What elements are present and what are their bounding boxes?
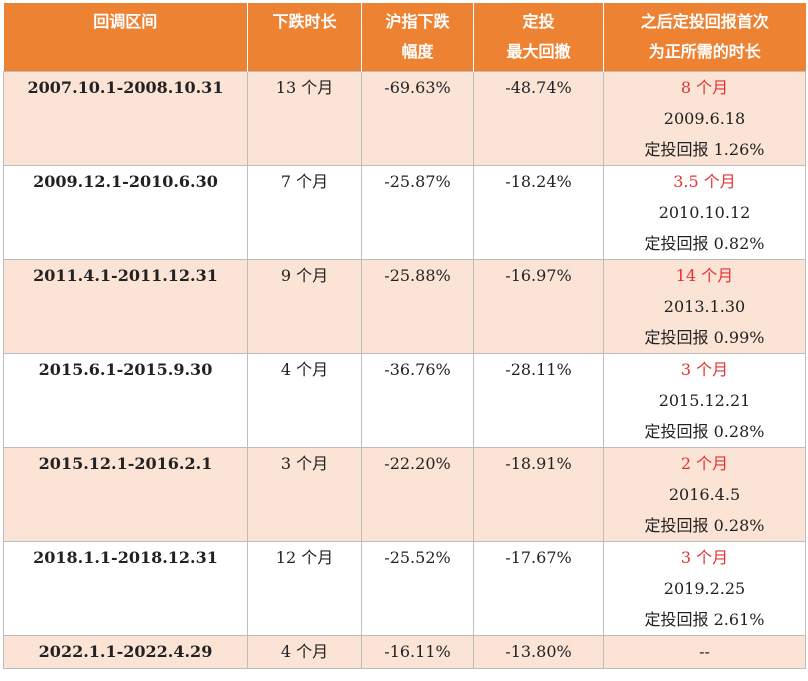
header-max-drawdown-line2: 最大回撤 bbox=[506, 42, 571, 61]
header-max-drawdown-line1: 定投 bbox=[522, 12, 555, 31]
cell-index-drop: -69.63% bbox=[361, 71, 474, 166]
header-row: 回调区间 下跌时长 沪指下跌 幅度 定投 最大回撤 之后定投回报首次 为正所需的… bbox=[3, 3, 806, 72]
cell-index-drop: -36.76% bbox=[361, 353, 474, 448]
cell-recovery: 14 个月 2013.1.30 定投回报 0.99% bbox=[603, 259, 806, 354]
cell-duration: 4 个月 bbox=[247, 353, 362, 448]
header-max-drawdown: 定投 最大回撤 bbox=[473, 3, 604, 72]
table-row: 2011.4.1-2011.12.31 9 个月 -25.88% -16.97%… bbox=[3, 259, 806, 354]
cell-range: 2009.12.1-2010.6.30 bbox=[3, 165, 248, 260]
recovery-time: 3.5 个月 bbox=[673, 172, 736, 191]
recovery-time: 14 个月 bbox=[675, 266, 734, 285]
cell-index-drop: -22.20% bbox=[361, 447, 474, 542]
recovery-return: 定投回报 1.26% bbox=[644, 140, 765, 159]
cell-recovery: 3 个月 2015.12.21 定投回报 0.28% bbox=[603, 353, 806, 448]
table-row: 2015.6.1-2015.9.30 4 个月 -36.76% -28.11% … bbox=[3, 353, 806, 448]
cell-index-drop: -25.88% bbox=[361, 259, 474, 354]
header-index-drop: 沪指下跌 幅度 bbox=[361, 3, 474, 72]
cell-range: 2015.6.1-2015.9.30 bbox=[3, 353, 248, 448]
table-row: 2018.1.1-2018.12.31 12 个月 -25.52% -17.67… bbox=[3, 541, 806, 636]
recovery-return: 定投回报 0.82% bbox=[644, 234, 765, 253]
table-header: 回调区间 下跌时长 沪指下跌 幅度 定投 最大回撤 之后定投回报首次 为正所需的… bbox=[3, 3, 806, 72]
header-recovery: 之后定投回报首次 为正所需的时长 bbox=[603, 3, 806, 72]
cell-index-drop: -25.52% bbox=[361, 541, 474, 636]
recovery-date: 2010.10.12 bbox=[658, 203, 751, 222]
recovery-date: 2015.12.21 bbox=[658, 391, 751, 410]
recovery-time: 3 个月 bbox=[680, 360, 729, 379]
table-body: 2007.10.1-2008.10.31 13 个月 -69.63% -48.7… bbox=[3, 71, 806, 669]
correction-table: 回调区间 下跌时长 沪指下跌 幅度 定投 最大回撤 之后定投回报首次 为正所需的… bbox=[3, 3, 806, 669]
cell-duration: 4 个月 bbox=[247, 635, 362, 669]
header-recovery-line1: 之后定投回报首次 bbox=[640, 12, 769, 31]
cell-recovery: -- bbox=[603, 635, 806, 669]
cell-max-drawdown: -13.80% bbox=[473, 635, 604, 669]
cell-max-drawdown: -18.24% bbox=[473, 165, 604, 260]
cell-index-drop: -16.11% bbox=[361, 635, 474, 669]
cell-duration: 9 个月 bbox=[247, 259, 362, 354]
recovery-time: 2 个月 bbox=[680, 454, 729, 473]
cell-range: 2018.1.1-2018.12.31 bbox=[3, 541, 248, 636]
cell-range: 2007.10.1-2008.10.31 bbox=[3, 71, 248, 166]
header-range: 回调区间 bbox=[3, 3, 248, 72]
cell-range: 2022.1.1-2022.4.29 bbox=[3, 635, 248, 669]
recovery-return: 定投回报 0.28% bbox=[644, 422, 765, 441]
cell-duration: 13 个月 bbox=[247, 71, 362, 166]
recovery-time: 8 个月 bbox=[680, 78, 729, 97]
cell-max-drawdown: -18.91% bbox=[473, 447, 604, 542]
cell-max-drawdown: -17.67% bbox=[473, 541, 604, 636]
recovery-return: 定投回报 0.28% bbox=[644, 516, 765, 535]
recovery-return: 定投回报 2.61% bbox=[644, 610, 765, 629]
recovery-time: 3 个月 bbox=[680, 548, 729, 567]
header-recovery-line2: 为正所需的时长 bbox=[648, 42, 761, 61]
cell-recovery: 3.5 个月 2010.10.12 定投回报 0.82% bbox=[603, 165, 806, 260]
recovery-return: 定投回报 0.99% bbox=[644, 328, 765, 347]
cell-recovery: 8 个月 2009.6.18 定投回报 1.26% bbox=[603, 71, 806, 166]
table-row: 2022.1.1-2022.4.29 4 个月 -16.11% -13.80% … bbox=[3, 635, 806, 669]
cell-duration: 3 个月 bbox=[247, 447, 362, 542]
cell-max-drawdown: -28.11% bbox=[473, 353, 604, 448]
cell-duration: 7 个月 bbox=[247, 165, 362, 260]
recovery-date: 2013.1.30 bbox=[663, 297, 746, 316]
cell-range: 2015.12.1-2016.2.1 bbox=[3, 447, 248, 542]
cell-range: 2011.4.1-2011.12.31 bbox=[3, 259, 248, 354]
recovery-date: 2009.6.18 bbox=[663, 109, 746, 128]
header-duration: 下跌时长 bbox=[247, 3, 362, 72]
table-row: 2015.12.1-2016.2.1 3 个月 -22.20% -18.91% … bbox=[3, 447, 806, 542]
cell-recovery: 2 个月 2016.4.5 定投回报 0.28% bbox=[603, 447, 806, 542]
table-row: 2007.10.1-2008.10.31 13 个月 -69.63% -48.7… bbox=[3, 71, 806, 166]
header-index-drop-line1: 沪指下跌 bbox=[385, 12, 450, 31]
recovery-date: 2016.4.5 bbox=[668, 485, 741, 504]
cell-max-drawdown: -16.97% bbox=[473, 259, 604, 354]
cell-index-drop: -25.87% bbox=[361, 165, 474, 260]
cell-recovery: 3 个月 2019.2.25 定投回报 2.61% bbox=[603, 541, 806, 636]
header-index-drop-line2: 幅度 bbox=[401, 42, 434, 61]
cell-duration: 12 个月 bbox=[247, 541, 362, 636]
recovery-date: 2019.2.25 bbox=[663, 579, 746, 598]
cell-max-drawdown: -48.74% bbox=[473, 71, 604, 166]
table-row: 2009.12.1-2010.6.30 7 个月 -25.87% -18.24%… bbox=[3, 165, 806, 260]
